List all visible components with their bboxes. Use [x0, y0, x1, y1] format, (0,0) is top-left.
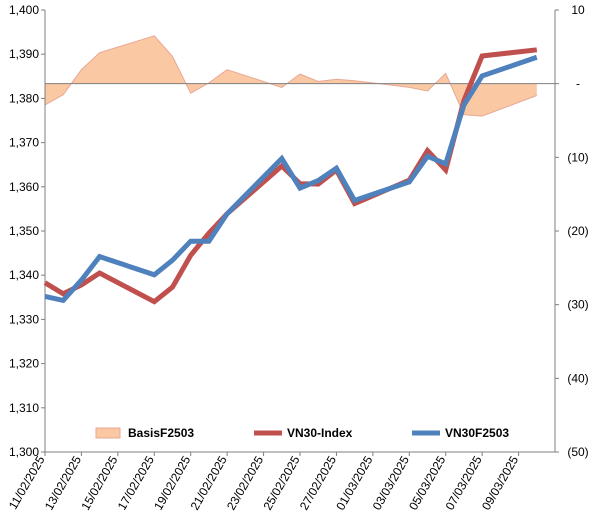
left-tick-label: 1,310 [9, 401, 39, 415]
right-tick-label: (20) [567, 224, 588, 238]
x-tick-label: 13/02/2025 [42, 453, 84, 512]
basis-area-edge [44, 35, 537, 117]
right-tick-label: (10) [567, 150, 588, 164]
left-tick-label: 1,300 [9, 445, 39, 459]
left-tick-label: 1,360 [9, 180, 39, 194]
x-tick-label: 03/03/2025 [370, 453, 412, 512]
x-tick-label: 25/02/2025 [260, 453, 302, 512]
x-tick-label: 27/02/2025 [297, 453, 339, 512]
legend-label: BasisF2503 [128, 426, 194, 440]
left-tick-label: 1,330 [9, 312, 39, 326]
right-tick-label: (50) [567, 445, 588, 459]
x-tick-label: 09/03/2025 [479, 453, 521, 512]
x-tick-label: 05/03/2025 [406, 453, 448, 512]
left-tick-label: 1,390 [9, 47, 39, 61]
right-tick-label: - [576, 77, 580, 91]
legend-label: VN30-Index [287, 426, 353, 440]
legend: BasisF2503 VN30-Index VN30F2503 [95, 426, 509, 440]
left-tick-label: 1,380 [9, 91, 39, 105]
x-tick-label: 17/02/2025 [115, 453, 157, 512]
x-tick-label: 15/02/2025 [78, 453, 120, 512]
basis-area-layer [44, 35, 537, 117]
x-tick-label: 07/03/2025 [443, 453, 485, 512]
left-tick-label: 1,340 [9, 268, 39, 282]
line-series-layer [43, 47, 538, 305]
right-tick-label: (40) [567, 371, 588, 385]
x-tick-label: 23/02/2025 [224, 453, 266, 512]
left-tick-label: 1,350 [9, 224, 39, 238]
series-line-vn30f2503 [44, 54, 538, 304]
x-tick-label: 19/02/2025 [151, 453, 193, 512]
left-tick-label: 1,400 [9, 3, 39, 17]
basis-area [45, 35, 537, 117]
left-tick-label: 1,320 [9, 357, 39, 371]
left-tick-label: 1,370 [9, 136, 39, 150]
right-tick-label: 10 [571, 3, 585, 17]
legend-label: VN30F2503 [445, 426, 509, 440]
x-tick-label: 01/03/2025 [333, 453, 375, 512]
right-tick-label: (30) [567, 298, 588, 312]
x-tick-label: 11/02/2025 [6, 453, 48, 512]
x-tick-label: 21/02/2025 [188, 453, 230, 512]
legend-swatch-basis [95, 427, 121, 439]
